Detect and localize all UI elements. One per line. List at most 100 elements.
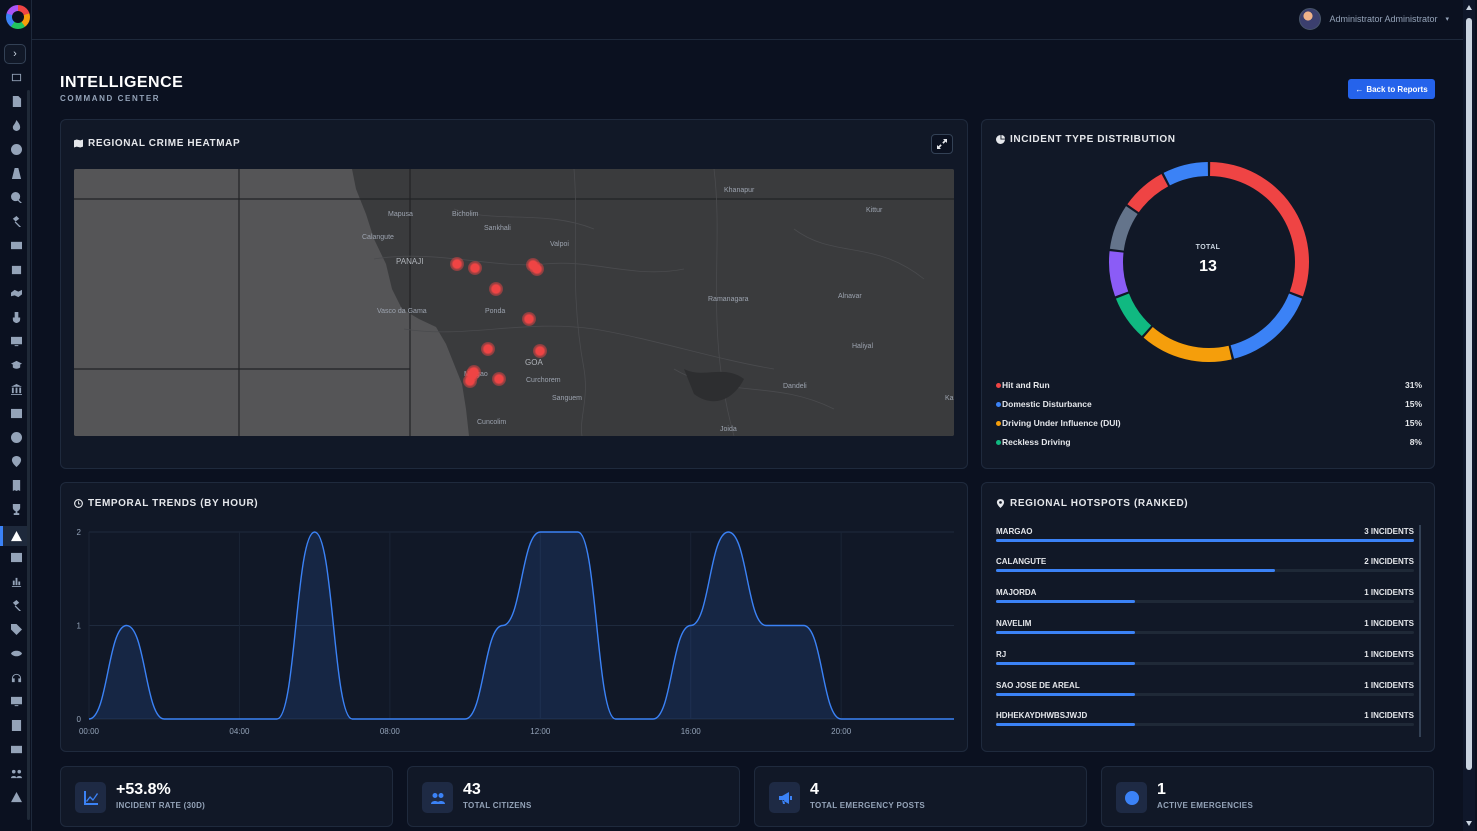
- map-place-label: Sanguem: [552, 395, 582, 402]
- heatmap-hotspot[interactable]: [450, 257, 464, 271]
- donut-segment[interactable]: [1163, 162, 1208, 186]
- x-tick-label: 20:00: [831, 727, 852, 736]
- sidebar-item-gavel[interactable]: [9, 214, 23, 228]
- heatmap-hotspot[interactable]: [533, 344, 547, 358]
- heatmap-hotspot[interactable]: [522, 312, 536, 326]
- stat-icon-box: [422, 782, 453, 813]
- page-scrollbar[interactable]: [1463, 0, 1475, 831]
- sidebar-item-newspaper[interactable]: [9, 238, 23, 252]
- sidebar-item-monitor[interactable]: [9, 334, 23, 348]
- stat-icon-box: [1116, 782, 1147, 813]
- monitor-icon: [10, 336, 22, 346]
- legend-item[interactable]: Domestic Disturbance 15%: [996, 397, 1422, 411]
- sidebar-item-search[interactable]: [9, 190, 23, 204]
- stat-card: 43 TOTAL CITIZENS: [407, 766, 740, 827]
- sidebar-item-microphone[interactable]: [9, 310, 23, 324]
- map-place-label: Calangute: [362, 234, 394, 241]
- donut-segment[interactable]: [1127, 174, 1169, 213]
- trend-line[interactable]: [88, 531, 954, 720]
- hotspot-count: 1 INCIDENTS: [1364, 588, 1414, 597]
- expand-map-button[interactable]: [931, 134, 953, 154]
- sidebar-item-calendar[interactable]: [9, 262, 23, 276]
- donut-segment[interactable]: [1115, 293, 1152, 337]
- map-place-label: Bicholim: [452, 211, 479, 218]
- temporal-title: TEMPORAL TRENDS (BY HOUR): [74, 498, 258, 509]
- scroll-up-icon[interactable]: [1466, 5, 1472, 10]
- sidebar-item-eye[interactable]: [9, 646, 23, 660]
- incident-type-card: INCIDENT TYPE DISTRIBUTION TOTAL 13 Hit …: [981, 119, 1435, 469]
- sidebar-toggle-button[interactable]: ›: [4, 44, 26, 64]
- sidebar-item-receipt[interactable]: [9, 478, 23, 492]
- hotspot-name: MARGAO: [996, 527, 1033, 536]
- chevron-down-icon[interactable]: ▾: [1445, 16, 1449, 23]
- map-place-label: GOA: [525, 358, 543, 367]
- map-place-label: Valpoi: [550, 241, 569, 248]
- map-place-label: Kittur: [866, 207, 883, 214]
- play-circle-icon: [10, 431, 22, 443]
- donut-segment[interactable]: [1230, 293, 1303, 359]
- hotspots-scrollbar[interactable]: [1419, 525, 1421, 737]
- sidebar-item-money[interactable]: [9, 742, 23, 756]
- legend-label: Hit and Run: [1002, 380, 1050, 390]
- hotspot-name: NAVELIM: [996, 619, 1032, 628]
- map-place-label: Ponda: [485, 308, 506, 315]
- sidebar-item-warning[interactable]: [0, 526, 30, 546]
- sidebar-item-dashboard[interactable]: [9, 70, 23, 84]
- legend-item[interactable]: Hit and Run 31%: [996, 378, 1422, 392]
- user-name[interactable]: Administrator Administrator: [1329, 14, 1438, 24]
- heatmap-hotspot[interactable]: [489, 282, 503, 296]
- sidebar-item-bar-chart[interactable]: [9, 574, 23, 588]
- sidebar-item-tags[interactable]: [9, 622, 23, 636]
- heatmap-hotspot[interactable]: [481, 342, 495, 356]
- headset-icon: [11, 673, 21, 682]
- heatmap-hotspot[interactable]: [530, 262, 544, 276]
- sidebar-item-bank[interactable]: [9, 382, 23, 396]
- hotspot-name: CALANGUTE: [996, 557, 1047, 566]
- scroll-down-icon[interactable]: [1466, 821, 1472, 826]
- sidebar-item-graduation-cap[interactable]: [9, 358, 23, 372]
- legend-item[interactable]: Driving Under Influence (DUI) 15%: [996, 416, 1422, 430]
- temporal-trends-chart[interactable]: 0 1 2 00:00 04:00 08:00 12:00 16:00 20:00: [61, 483, 969, 753]
- flame-icon: [12, 119, 20, 131]
- crime-heatmap[interactable]: Khanapur Kittur Mapusa Bicholim Sankhali Cala…: [74, 169, 954, 436]
- sidebar-item-image[interactable]: [9, 550, 23, 564]
- donut-segment[interactable]: [1109, 251, 1129, 297]
- sidebar-item-document[interactable]: [9, 94, 23, 108]
- sidebar-item-book[interactable]: [9, 718, 23, 732]
- sidebar-item-group[interactable]: [9, 766, 23, 780]
- stat-card: 4 TOTAL EMERGENCY POSTS: [754, 766, 1087, 827]
- donut-segment[interactable]: [1143, 327, 1232, 362]
- chart-line-icon: [83, 790, 98, 805]
- donut-segment[interactable]: [1109, 206, 1138, 251]
- avatar[interactable]: [1299, 8, 1322, 30]
- sidebar-item-hammer[interactable]: [9, 598, 23, 612]
- sidebar-item-road[interactable]: [9, 166, 23, 180]
- heatmap-hotspot[interactable]: [468, 261, 482, 275]
- sidebar-item-desktop[interactable]: [9, 694, 23, 708]
- donut-chart[interactable]: [982, 120, 1436, 380]
- map-place-label: Mapusa: [388, 211, 413, 218]
- sidebar-item-film[interactable]: [9, 406, 23, 420]
- gavel-icon: [12, 215, 21, 227]
- scrollbar-thumb[interactable]: [1466, 18, 1472, 770]
- heatmap-hotspot[interactable]: [467, 365, 481, 379]
- sidebar-item-alert-circle[interactable]: [9, 142, 23, 156]
- sidebar-item-headset[interactable]: [9, 670, 23, 684]
- sidebar-item-flame[interactable]: [9, 118, 23, 132]
- sidebar-item-play-circle[interactable]: [9, 430, 23, 444]
- app-logo[interactable]: [6, 5, 30, 29]
- legend-item[interactable]: Reckless Driving 8%: [996, 435, 1422, 449]
- donut-segment[interactable]: [1210, 162, 1309, 297]
- sidebar-item-triangle-alert[interactable]: [9, 790, 23, 804]
- hotspot-bar-fill: [996, 662, 1136, 665]
- sidebar-scrollbar[interactable]: [27, 90, 30, 820]
- heatmap-title-text: REGIONAL CRIME HEATMAP: [88, 138, 241, 149]
- user-menu[interactable]: Administrator Administrator ▾: [1299, 8, 1449, 30]
- sidebar-item-handshake[interactable]: [9, 286, 23, 300]
- sidebar-item-trophy[interactable]: [9, 502, 23, 516]
- stat-value: +53.8%: [116, 781, 171, 798]
- hotspot-bar-track: [996, 662, 1414, 665]
- sidebar-item-map-pin[interactable]: [9, 454, 23, 468]
- heatmap-hotspot[interactable]: [492, 372, 506, 386]
- back-to-reports-button[interactable]: ← Back to Reports: [1348, 79, 1435, 99]
